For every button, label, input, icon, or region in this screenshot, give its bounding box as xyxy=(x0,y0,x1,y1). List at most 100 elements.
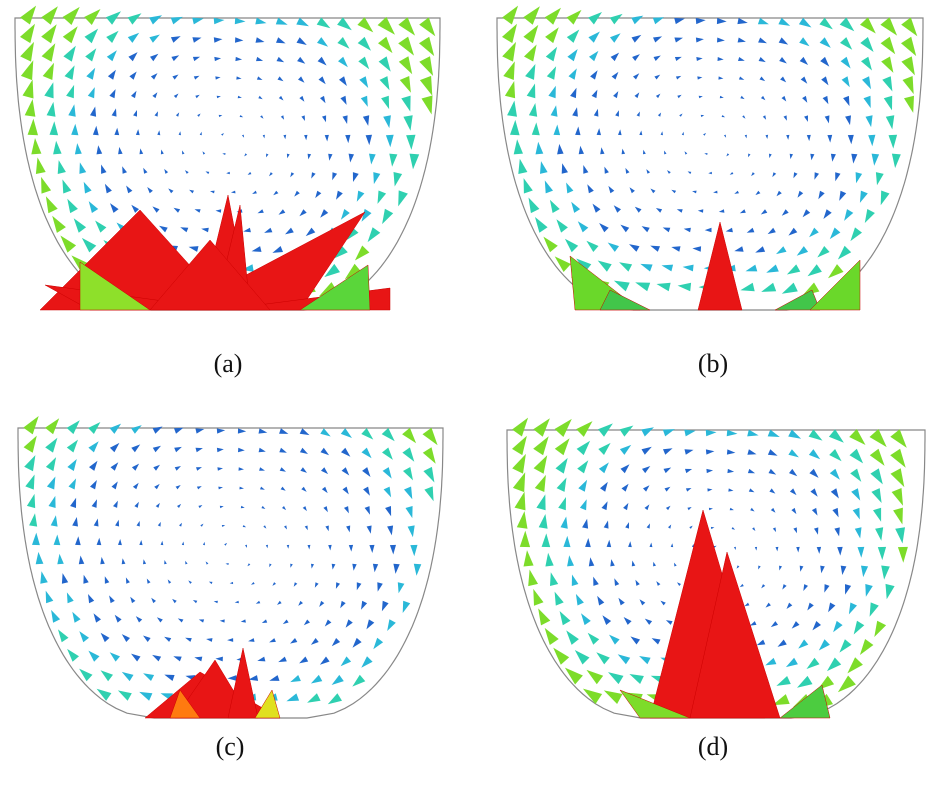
velocity-arrow xyxy=(704,153,707,155)
velocity-arrow xyxy=(217,96,221,99)
bowl-outline xyxy=(18,428,443,718)
velocity-arrow xyxy=(196,448,203,452)
velocity-arrow xyxy=(608,243,619,252)
velocity-arrow xyxy=(677,209,683,212)
velocity-arrow xyxy=(856,172,863,183)
panel-c xyxy=(18,416,443,718)
velocity-arrow xyxy=(602,615,611,625)
velocity-arrow xyxy=(136,616,142,622)
velocity-arrow xyxy=(874,621,886,637)
velocity-arrow xyxy=(809,469,818,478)
velocity-arrow xyxy=(533,589,543,606)
velocity-arrow xyxy=(387,619,396,631)
velocity-arrow xyxy=(393,564,399,574)
velocity-arrow xyxy=(904,96,914,113)
velocity-arrow xyxy=(298,76,305,82)
velocity-arrow xyxy=(214,37,223,42)
velocity-arrow xyxy=(338,57,348,68)
velocity-arrow xyxy=(777,191,782,197)
velocity-arrow xyxy=(674,563,677,567)
velocity-arrow xyxy=(722,115,726,117)
velocity-arrow xyxy=(235,601,239,604)
velocity-arrow xyxy=(245,545,247,548)
velocity-arrow xyxy=(110,443,120,452)
velocity-arrow xyxy=(52,216,66,233)
velocity-arrow xyxy=(342,467,350,475)
velocity-arrow xyxy=(555,438,570,455)
velocity-arrow xyxy=(903,76,914,94)
velocity-arrow xyxy=(105,576,110,584)
velocity-arrow xyxy=(607,540,612,547)
velocity-arrow xyxy=(525,64,535,80)
velocity-arrow xyxy=(194,76,200,80)
velocity-arrow xyxy=(269,172,273,176)
velocity-arrow xyxy=(368,227,381,242)
velocity-arrow xyxy=(892,488,903,506)
velocity-arrow xyxy=(406,506,413,518)
velocity-arrow xyxy=(303,506,307,511)
velocity-arrow xyxy=(157,130,160,135)
velocity-arrow xyxy=(839,191,846,201)
velocity-arrow xyxy=(682,132,684,136)
velocity-arrow xyxy=(315,582,319,588)
velocity-arrow xyxy=(147,187,153,193)
velocity-arrow xyxy=(24,436,37,453)
velocity-arrow xyxy=(197,114,200,117)
velocity-arrow xyxy=(661,131,663,135)
velocity-arrow xyxy=(523,25,538,43)
velocity-arrow xyxy=(820,57,829,67)
velocity-arrow xyxy=(533,436,549,455)
velocity-arrow xyxy=(776,547,779,552)
velocity-arrow xyxy=(647,523,650,528)
velocity-arrow xyxy=(132,464,139,471)
velocity-arrow xyxy=(608,672,624,684)
velocity-arrow xyxy=(215,657,223,662)
velocity-arrow xyxy=(206,638,212,642)
velocity-arrow xyxy=(337,37,349,49)
velocity-arrow xyxy=(222,525,225,527)
velocity-arrow xyxy=(847,657,863,673)
velocity-arrow xyxy=(277,57,285,62)
velocity-arrow xyxy=(122,672,134,681)
velocity-arrow xyxy=(226,172,230,174)
velocity-arrow xyxy=(881,37,896,55)
velocity-arrow xyxy=(539,514,548,529)
velocity-arrow xyxy=(828,264,844,278)
velocity-arrow xyxy=(299,96,304,102)
velocity-arrow xyxy=(868,135,875,147)
velocity-arrow xyxy=(401,96,410,112)
velocity-arrow xyxy=(353,638,362,648)
velocity-arrow xyxy=(839,639,851,652)
velocity-arrow xyxy=(195,95,199,98)
velocity-arrow xyxy=(62,573,68,584)
velocity-arrow xyxy=(814,172,819,180)
velocity-arrow xyxy=(72,517,78,527)
velocity-arrow xyxy=(586,241,598,252)
velocity-arrow xyxy=(625,168,629,174)
velocity-arrow xyxy=(807,603,814,611)
velocity-arrow xyxy=(642,466,650,473)
velocity-arrow xyxy=(653,562,656,567)
velocity-arrow xyxy=(46,591,54,604)
velocity-arrow xyxy=(31,138,41,154)
figure: (a) (b) (c) (d) xyxy=(0,0,927,790)
velocity-arrow xyxy=(214,601,218,604)
velocity-arrow xyxy=(151,73,158,80)
velocity-arrow xyxy=(398,582,405,593)
velocity-arrow xyxy=(150,54,158,61)
velocity-arrow xyxy=(730,508,734,511)
velocity-arrow xyxy=(687,507,691,510)
velocity-arrow xyxy=(131,654,141,662)
velocity-arrow xyxy=(304,135,307,140)
velocity-arrow xyxy=(569,68,577,79)
velocity-arrow xyxy=(403,115,412,131)
velocity-arrow xyxy=(122,634,130,642)
velocity-arrow xyxy=(878,547,886,560)
velocity-arrow xyxy=(382,601,389,611)
velocity-arrow xyxy=(578,480,587,492)
velocity-arrow xyxy=(871,488,881,503)
velocity-arrow xyxy=(834,527,839,536)
velocity-arrow xyxy=(734,191,739,194)
velocity-arrow xyxy=(779,57,787,64)
velocity-arrow xyxy=(566,630,579,645)
